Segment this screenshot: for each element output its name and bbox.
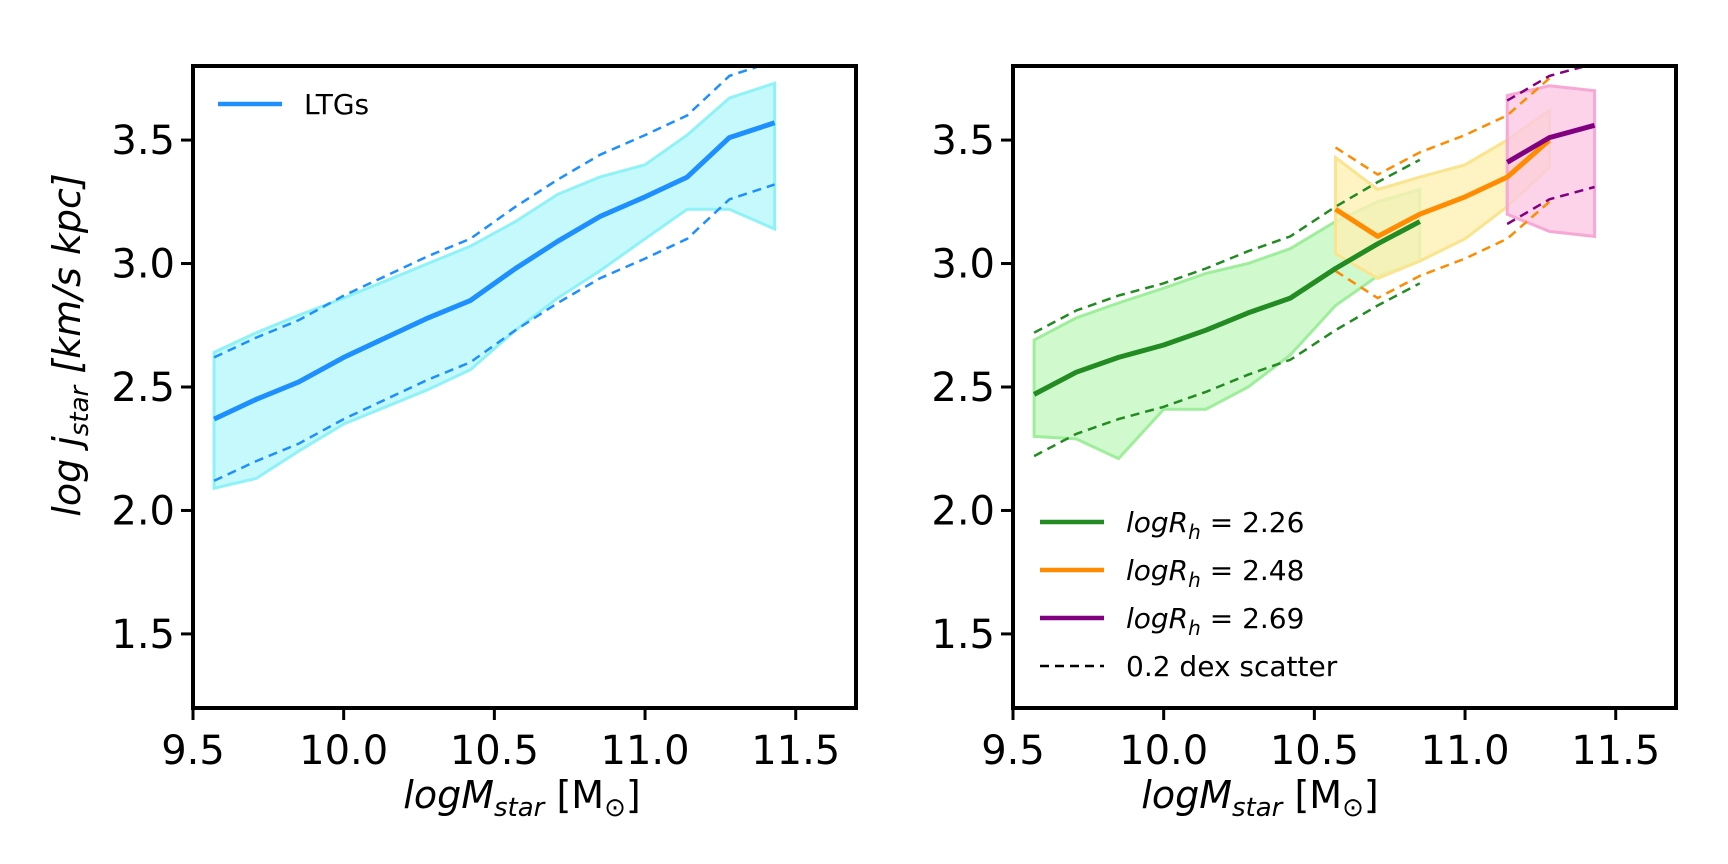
right-x-ticks: 9.5 10.0 10.5 11.0 11.5 bbox=[981, 708, 1660, 774]
y-tick-label: 3.0 bbox=[111, 242, 175, 288]
y-tick-label: 3.5 bbox=[111, 118, 175, 164]
right-bands bbox=[1032, 84, 1597, 461]
left-x-ticks: 9.5 10.0 10.5 11.0 11.5 bbox=[161, 708, 840, 774]
x-tick-label: 10.5 bbox=[450, 728, 539, 774]
y-tick-label: 3.0 bbox=[931, 242, 995, 288]
legend-label: logRh = 2.69 bbox=[1126, 602, 1304, 640]
panel-left: 9.5 10.0 10.5 11.0 11.5 1.5 2.0 2.5 3.0 3.5 logM… bbox=[45, 64, 858, 823]
scatter-lower-1-1 bbox=[1334, 200, 1551, 300]
median-line-1-0 bbox=[1032, 219, 1421, 397]
left-y-ticks: 1.5 2.0 2.5 3.0 3.5 bbox=[111, 118, 193, 658]
right-median-lines bbox=[1032, 122, 1596, 397]
band-1-2 bbox=[1505, 84, 1597, 239]
legend-label: 0.2 dex scatter bbox=[1126, 650, 1338, 683]
right-legend: logRh = 2.26 logRh = 2.48 logRh = 2.69 0.2 … bbox=[1040, 506, 1338, 683]
scatter-upper-0-0 bbox=[213, 66, 764, 359]
right-y-ticks: 1.5 2.0 2.5 3.0 3.5 bbox=[931, 118, 1013, 658]
scatter-lower-1-2 bbox=[1506, 185, 1595, 226]
scatter-lower-0-0 bbox=[213, 183, 775, 482]
left-x-axis-label: logMstar [M⊙] bbox=[403, 773, 640, 823]
x-tick-label: 11.0 bbox=[1421, 728, 1510, 774]
median-line-0-0 bbox=[213, 120, 776, 422]
x-tick-label: 9.5 bbox=[161, 728, 225, 774]
y-tick-label: 2.5 bbox=[931, 365, 995, 411]
x-tick-label: 11.0 bbox=[601, 728, 690, 774]
left-y-axis-label: log jstar [km/s kpc] bbox=[45, 173, 95, 516]
left-legend: LTGs bbox=[218, 88, 369, 121]
panel-right: 9.5 10.0 10.5 11.0 11.5 1.5 2.0 2.5 3.0 3.5 logM… bbox=[931, 64, 1678, 823]
legend-label: LTGs bbox=[304, 88, 369, 121]
y-tick-label: 1.5 bbox=[931, 612, 995, 658]
left-scatter-lines bbox=[213, 66, 775, 482]
x-tick-label: 10.0 bbox=[299, 728, 388, 774]
median-line-1-2 bbox=[1505, 122, 1596, 165]
x-tick-label: 11.5 bbox=[1571, 728, 1660, 774]
y-tick-label: 2.5 bbox=[111, 365, 175, 411]
scatter-upper-1-1 bbox=[1334, 77, 1551, 177]
y-tick-label: 2.0 bbox=[111, 488, 175, 534]
scatter-upper-1-0 bbox=[1033, 158, 1421, 334]
y-tick-label: 1.5 bbox=[111, 612, 175, 658]
x-tick-label: 9.5 bbox=[981, 728, 1045, 774]
scatter-lower-1-0 bbox=[1033, 282, 1421, 458]
x-tick-label: 10.5 bbox=[1270, 728, 1359, 774]
left-median-lines bbox=[213, 120, 776, 422]
y-tick-label: 3.5 bbox=[931, 118, 995, 164]
x-tick-label: 11.5 bbox=[751, 728, 840, 774]
legend-label: logRh = 2.26 bbox=[1126, 506, 1304, 544]
x-tick-label: 10.0 bbox=[1119, 728, 1208, 774]
y-tick-label: 2.0 bbox=[931, 488, 995, 534]
right-x-axis-label: logMstar [M⊙] bbox=[1141, 773, 1378, 823]
median-line-1-1 bbox=[1334, 138, 1552, 239]
legend-label: logRh = 2.48 bbox=[1126, 554, 1304, 592]
